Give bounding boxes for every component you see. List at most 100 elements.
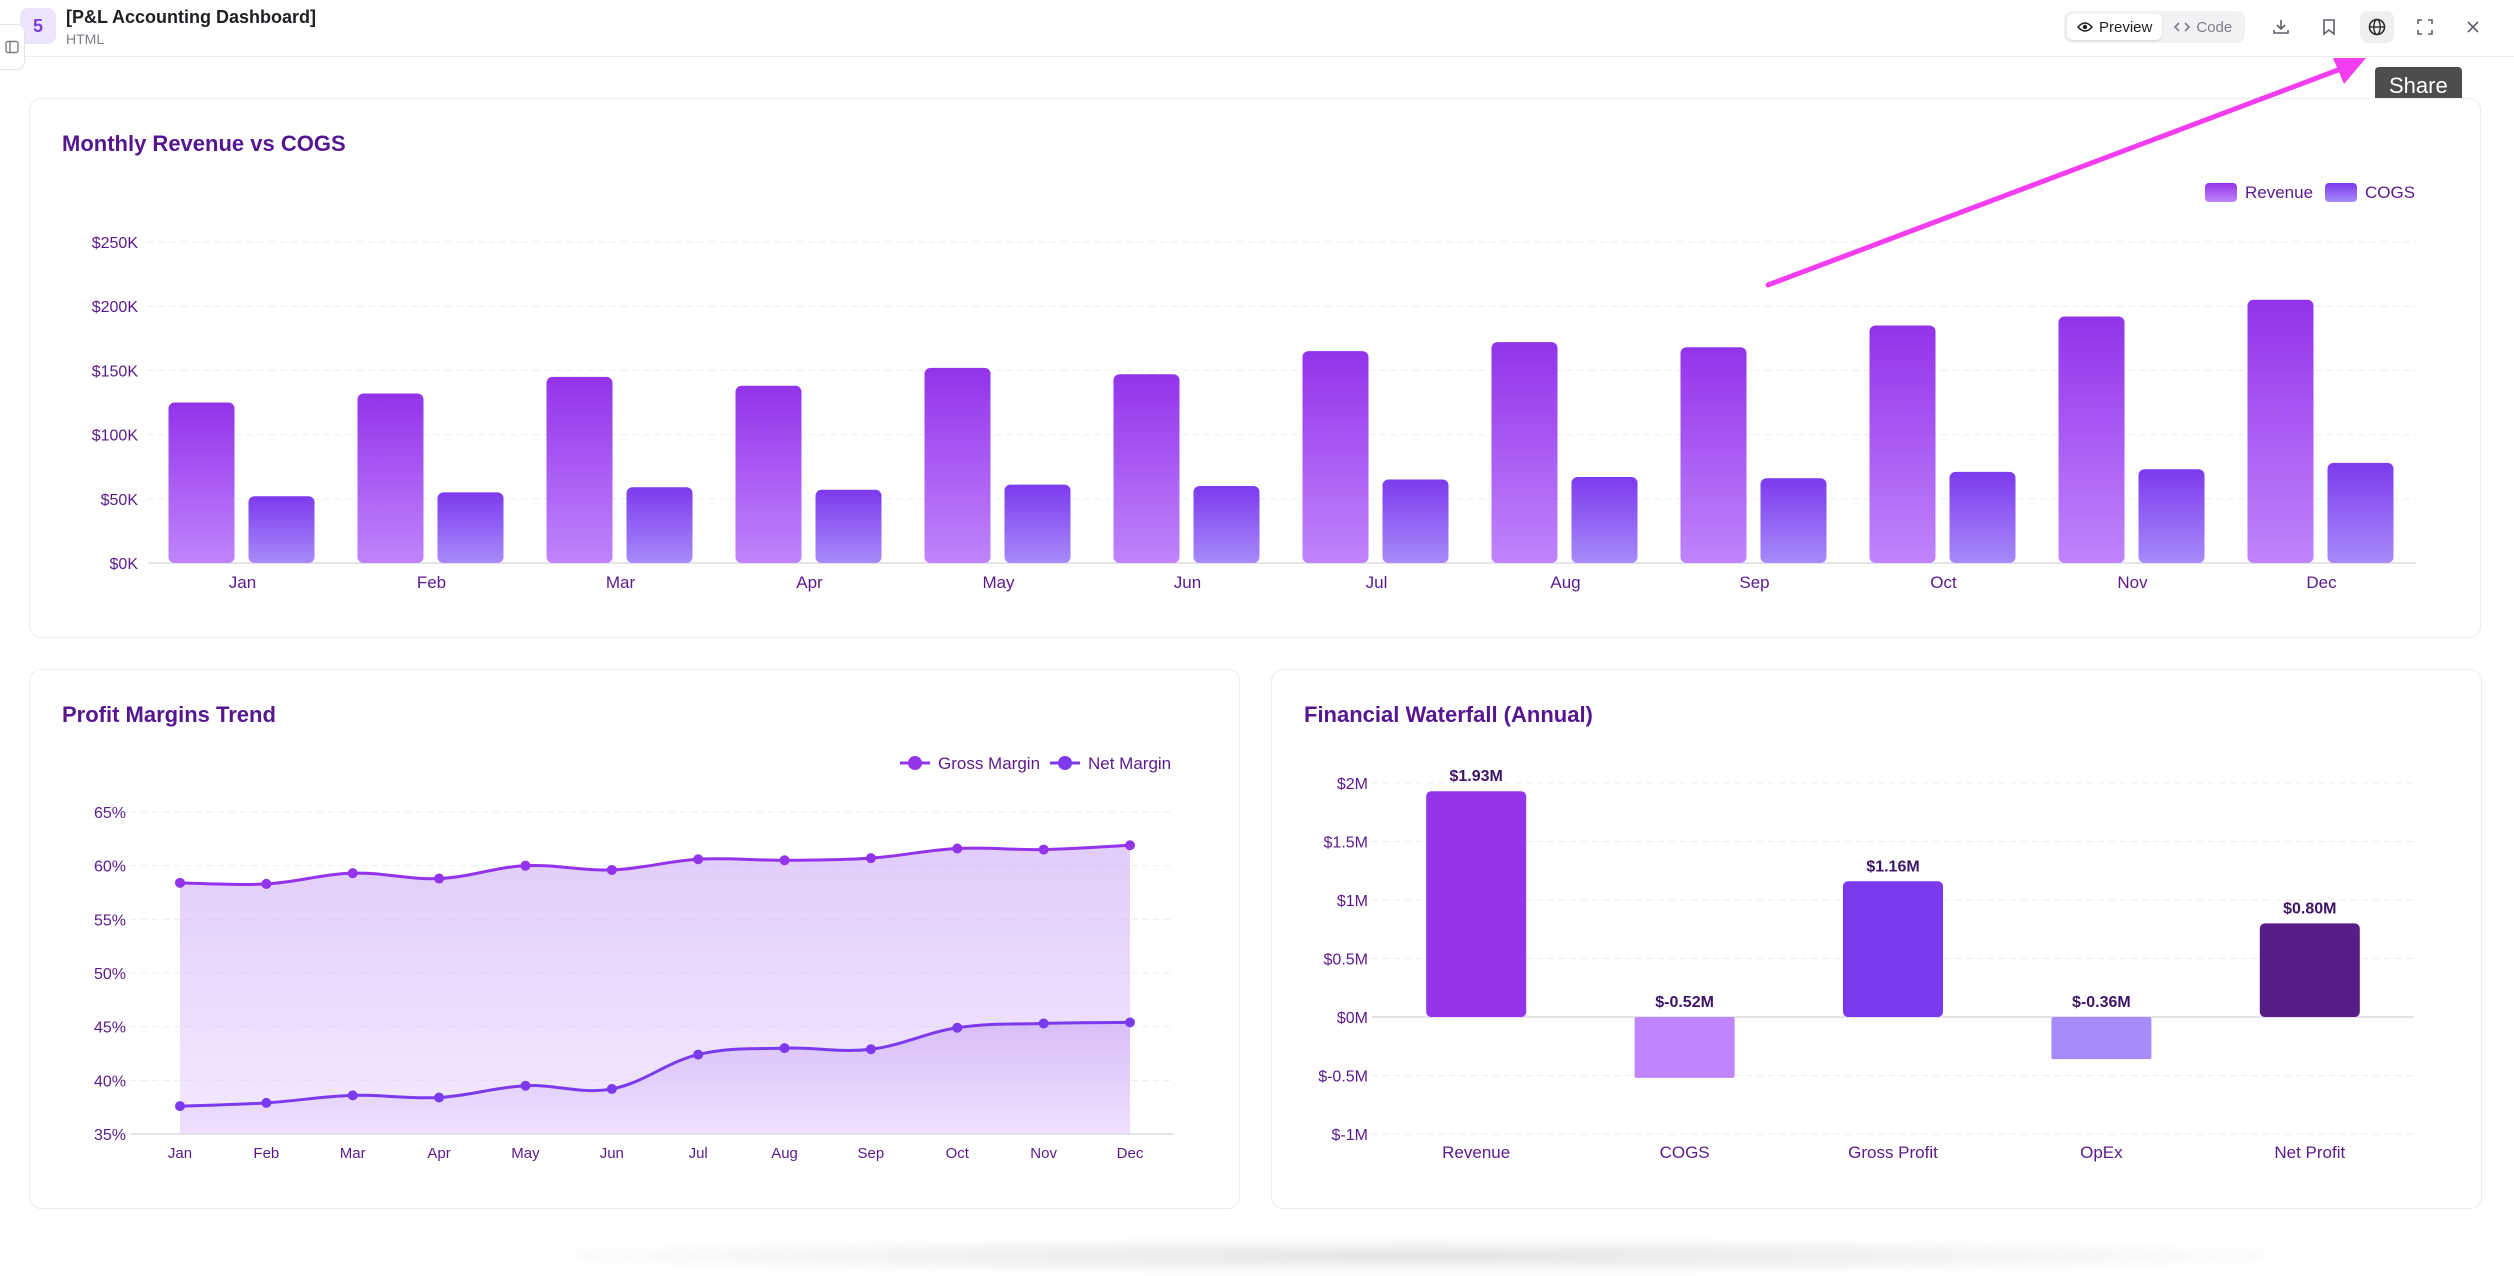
gross-margin-point[interactable] xyxy=(606,864,617,875)
net-margin-point[interactable] xyxy=(1125,1017,1135,1028)
revenue-bar[interactable] xyxy=(1491,342,1558,563)
gross-margin-point[interactable] xyxy=(520,860,531,871)
close-button[interactable] xyxy=(2456,11,2490,43)
waterfall-value-label: $1.16M xyxy=(1866,858,1919,875)
fullscreen-button[interactable] xyxy=(2408,11,2442,43)
gross-margin-point[interactable] xyxy=(779,855,790,866)
x-tick-label: Jul xyxy=(1366,573,1388,592)
net-margin-point[interactable] xyxy=(952,1022,963,1033)
preview-button[interactable]: Preview xyxy=(2067,14,2163,40)
cogs-bar[interactable] xyxy=(437,492,504,563)
revenue-bar[interactable] xyxy=(1680,347,1747,563)
gross-margin-point[interactable] xyxy=(1038,844,1049,855)
sidebar-toggle-button[interactable] xyxy=(0,24,25,70)
y-tick-label: $1M xyxy=(1337,893,1368,910)
x-tick-label: Apr xyxy=(427,1145,450,1162)
download-button[interactable] xyxy=(2264,11,2298,43)
cogs-bar[interactable] xyxy=(248,496,315,563)
x-tick-label: Jan xyxy=(168,1145,192,1162)
waterfall-value-label: $0.80M xyxy=(2283,900,2336,917)
gross-margin-point[interactable] xyxy=(693,854,704,865)
code-button[interactable]: Code xyxy=(2164,14,2242,40)
view-toggle: Preview Code xyxy=(2064,11,2246,43)
y-tick-label: 60% xyxy=(94,859,126,876)
waterfall-bar[interactable] xyxy=(2051,1017,2152,1060)
legend-label-cogs: COGS xyxy=(2365,183,2415,202)
revenue-bar[interactable] xyxy=(2247,299,2314,563)
globe-icon xyxy=(2368,18,2386,36)
y-tick-label: $0K xyxy=(110,556,139,573)
x-tick-label: Jun xyxy=(600,1145,624,1162)
cogs-bar[interactable] xyxy=(1193,485,1260,563)
cogs-bar[interactable] xyxy=(1949,471,2016,563)
net-margin-point[interactable] xyxy=(261,1097,272,1108)
gross-margin-point[interactable] xyxy=(261,878,272,889)
net-margin-point[interactable] xyxy=(175,1101,185,1112)
net-margin-point[interactable] xyxy=(520,1080,531,1091)
download-icon xyxy=(2273,20,2289,34)
waterfall-value-label: $-0.36M xyxy=(2072,994,2131,1011)
x-tick-label: Jan xyxy=(229,573,256,592)
gross-margin-point[interactable] xyxy=(175,877,185,888)
cogs-bar[interactable] xyxy=(1760,478,1827,563)
x-tick-label: Apr xyxy=(796,573,823,592)
revenue-bar[interactable] xyxy=(1113,374,1180,563)
x-tick-label: Oct xyxy=(946,1145,970,1162)
waterfall-bar[interactable] xyxy=(1426,791,1527,1017)
net-margin-point[interactable] xyxy=(865,1044,876,1055)
net-margin-point[interactable] xyxy=(1038,1018,1049,1029)
y-tick-label: $200K xyxy=(92,299,139,316)
revenue-bar[interactable] xyxy=(1869,325,1936,563)
x-tick-label: Feb xyxy=(253,1145,279,1162)
cogs-bar[interactable] xyxy=(2138,469,2205,563)
net-margin-point[interactable] xyxy=(347,1090,358,1101)
x-tick-label: Dec xyxy=(1117,1145,1144,1162)
cogs-bar[interactable] xyxy=(2327,462,2394,563)
waterfall-chart-title: Financial Waterfall (Annual) xyxy=(1304,702,1593,727)
revenue-chart-title: Monthly Revenue vs COGS xyxy=(62,131,346,156)
net-margin-point[interactable] xyxy=(434,1092,445,1103)
gross-margin-line xyxy=(179,843,1131,886)
margins-legend: Gross Margin Net Margin xyxy=(900,754,1171,773)
y-tick-label: $2M xyxy=(1337,776,1368,793)
waterfall-bar[interactable] xyxy=(1634,1017,1735,1078)
gross-margin-point[interactable] xyxy=(1125,840,1135,851)
net-margin-point[interactable] xyxy=(606,1083,617,1094)
revenue-bar[interactable] xyxy=(546,376,613,563)
bookmark-button[interactable] xyxy=(2312,11,2346,43)
cogs-bar[interactable] xyxy=(815,489,882,563)
waterfall-bar[interactable] xyxy=(2259,923,2360,1017)
waterfall-bar[interactable] xyxy=(1843,881,1943,1017)
gross-margin-point[interactable] xyxy=(434,873,445,884)
revenue-bar[interactable] xyxy=(357,393,424,563)
profit-margins-card: Profit Margins Trend 35% 40% 45% 50% 55% 60% 6… xyxy=(29,669,1240,1209)
share-button[interactable] xyxy=(2360,11,2394,43)
y-tick-label: 50% xyxy=(94,966,126,983)
html-file-icon: 5 xyxy=(20,8,56,44)
y-tick-label: 65% xyxy=(94,805,126,822)
x-tick-label: Sep xyxy=(858,1145,885,1162)
gross-margin-point[interactable] xyxy=(952,843,963,854)
cogs-bar[interactable] xyxy=(1571,476,1638,563)
cogs-bar[interactable] xyxy=(1382,479,1449,563)
revenue-bar[interactable] xyxy=(1302,351,1369,563)
gross-margin-point[interactable] xyxy=(865,853,876,864)
bottom-shadow xyxy=(470,1236,2370,1276)
y-tick-label: $0.5M xyxy=(1324,952,1368,969)
revenue-bar[interactable] xyxy=(735,385,802,563)
gross-margin-point[interactable] xyxy=(347,868,358,879)
y-tick-label: $-1M xyxy=(1332,1127,1368,1144)
annotation-arrow-head xyxy=(2333,58,2366,84)
net-margin-point[interactable] xyxy=(779,1043,790,1054)
cogs-bar[interactable] xyxy=(1004,484,1071,563)
x-tick-label: Aug xyxy=(1550,573,1580,592)
cogs-bar[interactable] xyxy=(626,487,693,563)
legend-swatch-cogs xyxy=(2325,183,2357,202)
bookmark-icon xyxy=(2323,19,2335,36)
revenue-bar[interactable] xyxy=(168,402,235,564)
x-tick-label: Nov xyxy=(1030,1145,1057,1162)
legend-label-revenue: Revenue xyxy=(2245,183,2313,202)
net-margin-point[interactable] xyxy=(693,1049,704,1060)
revenue-bar[interactable] xyxy=(924,367,991,563)
revenue-bar[interactable] xyxy=(2058,316,2125,563)
